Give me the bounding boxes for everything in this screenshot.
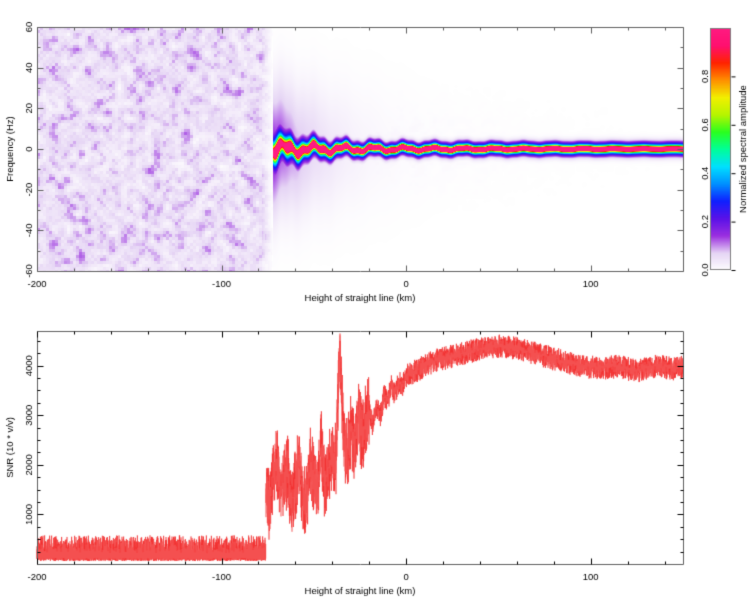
spectrogram-panel bbox=[37, 27, 683, 271]
snr-panel bbox=[37, 331, 683, 564]
spectrogram-x-axis-label bbox=[37, 293, 683, 305]
snr-x-axis-label bbox=[37, 586, 683, 598]
colorbar-label bbox=[738, 140, 750, 152]
colorbar bbox=[710, 28, 731, 270]
snr-y-axis-label bbox=[2, 440, 14, 452]
spectrogram-y-axis-label bbox=[2, 140, 14, 152]
